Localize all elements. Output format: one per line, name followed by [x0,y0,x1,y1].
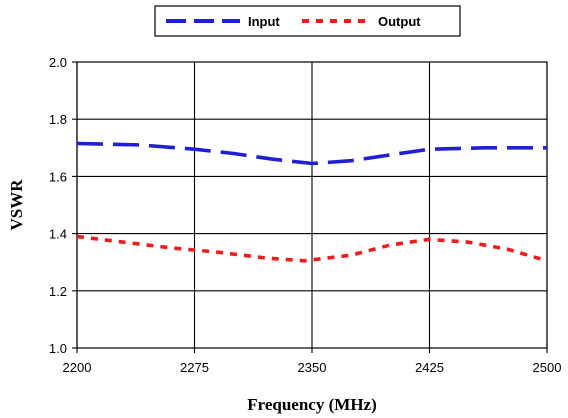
y-tick-label-2: 1.4 [49,227,67,242]
y-axis-title: VSWR [7,179,26,231]
y-tick-label-3: 1.6 [49,169,67,184]
x-tick-labels: 2200 2275 2350 2425 2500 [63,360,562,375]
y-tick-label-5: 2.0 [49,55,67,70]
legend: Input Output [154,5,461,37]
y-tick-labels: 1.0 1.2 1.4 1.6 1.8 2.0 [49,55,67,356]
x-tick-label-2: 2350 [298,360,327,375]
y-tick-label-4: 1.8 [49,112,67,127]
x-axis-title: Frequency (MHz) [247,395,377,414]
y-tick-label-0: 1.0 [49,341,67,356]
grid [72,61,548,353]
x-tick-label-3: 2425 [415,360,444,375]
x-tick-label-4: 2500 [533,360,562,375]
x-tick-label-1: 2275 [180,360,209,375]
y-tick-label-1: 1.2 [49,284,67,299]
legend-label-input: Input [248,14,280,29]
legend-label-output: Output [378,14,421,29]
x-tick-label-0: 2200 [63,360,92,375]
series-lines [76,141,548,263]
series-line-input [76,141,547,166]
series-line-output [76,234,548,263]
